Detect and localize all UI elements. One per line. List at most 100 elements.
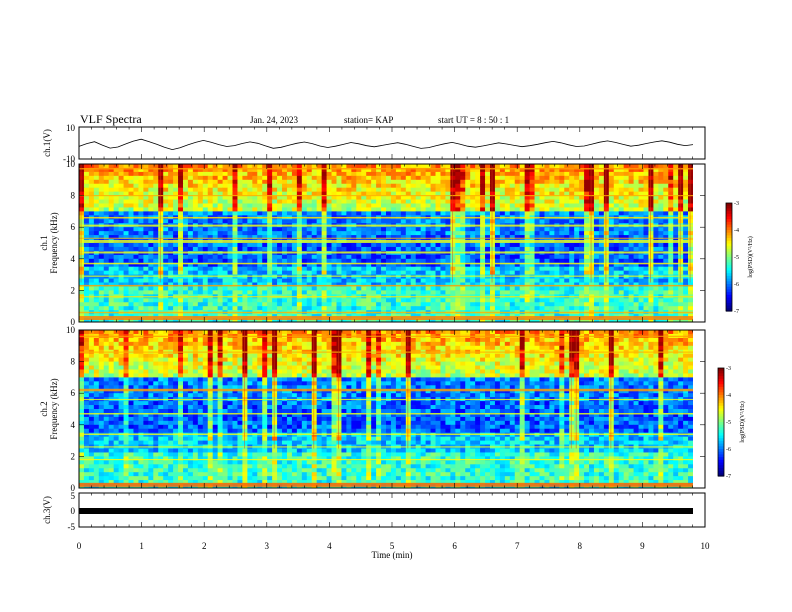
spectrogram-cell — [262, 219, 268, 224]
spectrogram-cell — [202, 258, 209, 264]
spectrogram-cell — [524, 175, 530, 181]
spectrogram-cell — [574, 175, 580, 181]
spectrogram-cell — [564, 266, 570, 272]
spectrogram-cell — [158, 167, 164, 173]
spectrogram-cell — [683, 203, 689, 208]
spectrogram-cell — [643, 175, 649, 181]
spectrogram-cell — [143, 171, 149, 177]
spectrogram-cell — [306, 270, 313, 275]
spectrogram-cell — [182, 266, 189, 272]
spectrogram-cell — [633, 207, 639, 212]
spectrogram-cell — [267, 227, 273, 232]
spectrogram-cell — [173, 219, 179, 224]
spectrogram-cell — [390, 219, 397, 224]
spectrogram-cell — [88, 203, 95, 208]
spectrogram-cell — [187, 191, 194, 196]
spectrogram-cell — [633, 227, 639, 232]
spectrogram-cell — [485, 235, 491, 240]
spectrogram-cell — [227, 235, 233, 240]
spectrogram-cell — [187, 235, 194, 240]
spectrogram-cell — [688, 290, 694, 295]
spectrogram-cell — [628, 211, 634, 216]
spectrogram-cell — [227, 302, 233, 307]
spectrogram-cell — [593, 227, 600, 232]
spectrogram-cell — [192, 199, 199, 204]
spectrogram-cell — [386, 278, 392, 283]
spectrogram-cell — [450, 266, 456, 272]
spectrogram-cell — [272, 306, 278, 311]
spectrogram-cell — [138, 278, 144, 283]
spectrogram-cell — [608, 231, 615, 236]
spectrogram-cell — [628, 235, 634, 240]
spectrogram-cell — [192, 290, 199, 295]
spectrogram-cell — [504, 282, 511, 287]
spectrogram-cell — [613, 254, 620, 260]
spectrogram-cell — [623, 246, 630, 252]
spectrogram-cell — [163, 302, 169, 307]
spectrogram-cell — [311, 270, 318, 275]
spectrogram-cell — [559, 231, 565, 236]
spectrogram-cell — [301, 231, 308, 236]
spectrogram-cell — [207, 231, 214, 236]
spectrogram-cell — [400, 258, 407, 264]
spectrogram-cell — [589, 191, 595, 196]
spectrogram-cell — [79, 211, 85, 216]
spectrogram-cell — [435, 231, 441, 236]
spectrogram-cell — [158, 243, 164, 248]
spectrogram-cell — [643, 231, 649, 236]
spectrogram-cell — [242, 243, 248, 248]
spectrogram-cell — [554, 266, 560, 272]
spectrogram-cell — [222, 211, 228, 216]
spectrogram-cell — [192, 211, 199, 216]
spectrogram-cell — [113, 278, 120, 283]
spectrogram-cell — [306, 187, 313, 193]
spectrogram-cell — [113, 199, 120, 204]
spectrogram-cell — [564, 164, 570, 169]
spectrogram-cell — [410, 164, 417, 169]
spectrogram-cell — [430, 290, 436, 295]
spectrogram-cell — [450, 191, 456, 196]
spectrogram-cell — [589, 243, 595, 248]
spectrogram-cell — [306, 203, 313, 208]
spectrogram-cell — [361, 187, 367, 193]
spectrogram-cell — [286, 318, 293, 323]
spectrogram-cell — [663, 219, 669, 224]
spectrogram-cell — [272, 266, 278, 272]
spectrogram-cell — [529, 243, 535, 248]
spectrogram-cell — [405, 302, 412, 307]
spectrogram-cell — [321, 183, 327, 189]
spectrogram-cell — [475, 298, 481, 303]
spectrogram-cell — [465, 195, 471, 200]
spectrogram-cell — [168, 164, 174, 169]
spectrogram-cell — [291, 243, 298, 248]
spectrogram-cell — [410, 278, 417, 283]
spectrogram-cell — [509, 195, 516, 200]
spectrogram-cell — [227, 167, 233, 173]
spectrogram-cell — [336, 231, 342, 236]
spectrogram-cell — [321, 270, 327, 275]
spectrogram-cell — [113, 243, 120, 248]
spectrogram-cell — [390, 243, 397, 248]
spectrogram-cell — [549, 298, 555, 303]
spectrogram-cell — [480, 207, 486, 212]
spectrogram-cell — [539, 219, 545, 224]
spectrogram-cell — [593, 302, 600, 307]
spectrogram-cell — [202, 211, 209, 216]
spectrogram-cell — [306, 302, 313, 307]
spectrogram-cell — [455, 243, 461, 248]
spectrogram-cell — [678, 171, 684, 177]
spectrogram-cell — [425, 211, 431, 216]
spectrogram-cell — [658, 243, 664, 248]
spectrogram-cell — [683, 298, 689, 303]
spectrogram-cell — [489, 207, 496, 212]
spectrogram-cell — [296, 298, 303, 303]
spectrogram-cell — [237, 199, 243, 204]
spectrogram-cell — [336, 258, 342, 264]
spectrogram-cell — [143, 290, 149, 295]
spectrogram-cell — [569, 219, 575, 224]
spectrogram-cell — [584, 187, 590, 193]
spectrogram-cell — [192, 262, 199, 268]
spectrogram-cell — [252, 219, 258, 224]
spectrogram-cell — [252, 286, 258, 291]
spectrogram-cell — [123, 266, 129, 272]
